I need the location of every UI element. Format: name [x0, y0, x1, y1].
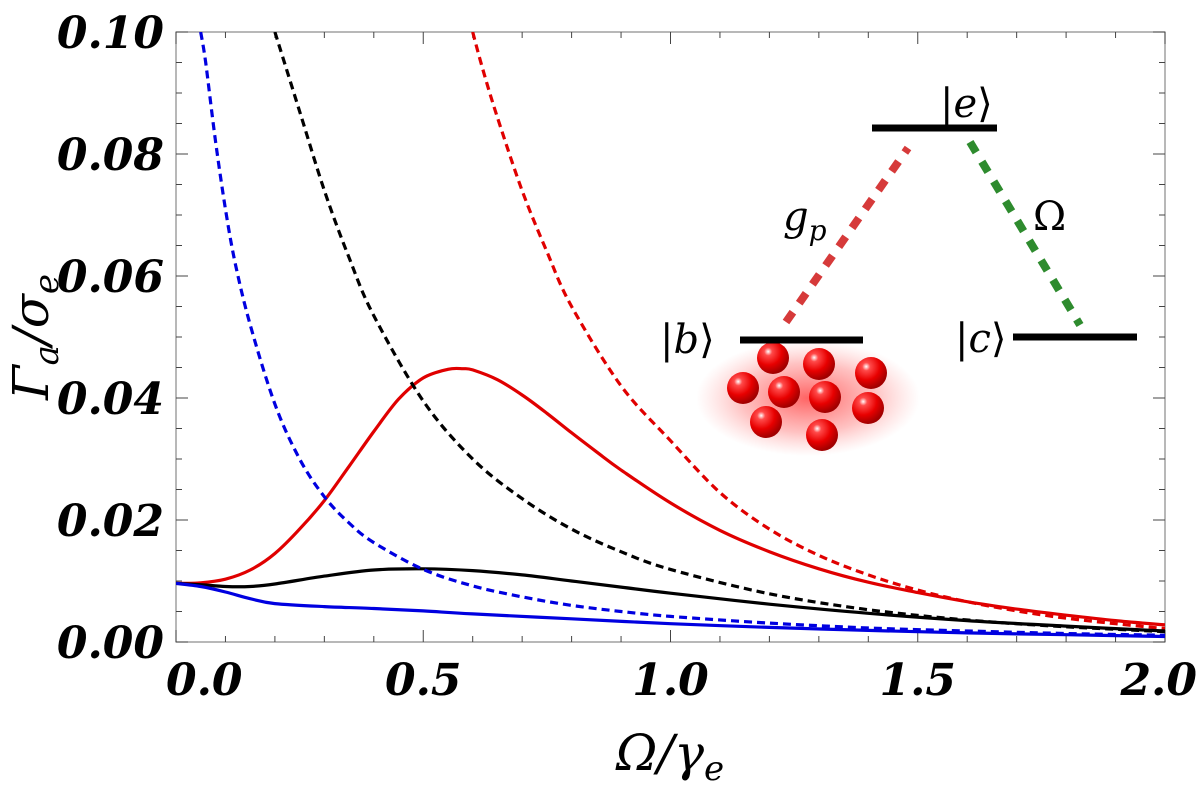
- x-tick-label: 0.5: [385, 655, 462, 706]
- y-tick-label: 0.00: [57, 618, 165, 669]
- x-tick-label: 1.0: [632, 655, 709, 706]
- atom: [750, 406, 782, 438]
- level-c-label: |c⟩: [955, 316, 1007, 362]
- y-tick-labels: 0.00 0.02 0.04 0.06 0.08 0.10: [57, 8, 165, 669]
- y-tick-label: 0.02: [57, 496, 164, 547]
- x-axis-title: Ω/γe: [615, 724, 724, 786]
- series-layer: [176, 32, 1165, 639]
- y-tick-label: 0.06: [57, 252, 164, 303]
- series-line-5: [199, 32, 1165, 637]
- y-tick-label: 0.04: [57, 374, 164, 425]
- y-tick-label: 0.10: [57, 8, 165, 59]
- y-axis-title: Γa/σe: [2, 274, 67, 401]
- control-coupling-label: Ω: [1033, 194, 1066, 240]
- series-line-4: [176, 581, 1165, 639]
- series-line-1: [471, 32, 1165, 631]
- atom: [809, 381, 841, 413]
- atom: [806, 419, 838, 451]
- level-diagram-inset: |e⟩ |b⟩ |c⟩ gp Ω: [660, 81, 1137, 456]
- series-line-0: [176, 366, 1165, 627]
- atom: [727, 372, 759, 404]
- atom: [757, 342, 789, 374]
- atom: [852, 392, 884, 424]
- x-tick-label: 0.0: [166, 655, 243, 706]
- level-b-label: |b⟩: [660, 317, 715, 363]
- x-tick-label: 1.5: [879, 655, 956, 706]
- series-line-2: [176, 567, 1165, 633]
- axis-ticks: [175, 31, 1166, 643]
- x-tick-label: 2.0: [1119, 655, 1197, 706]
- probe-coupling-label: gp: [783, 194, 827, 247]
- atom: [803, 348, 835, 380]
- level-e-label: |e⟩: [940, 81, 993, 127]
- x-tick-labels: 0.0 0.5 1.0 1.5 2.0: [166, 655, 1197, 706]
- atom: [768, 376, 800, 408]
- atom: [855, 357, 887, 389]
- atom-cloud: [727, 342, 887, 451]
- y-tick-label: 0.08: [57, 130, 164, 181]
- series-line-3: [273, 32, 1165, 634]
